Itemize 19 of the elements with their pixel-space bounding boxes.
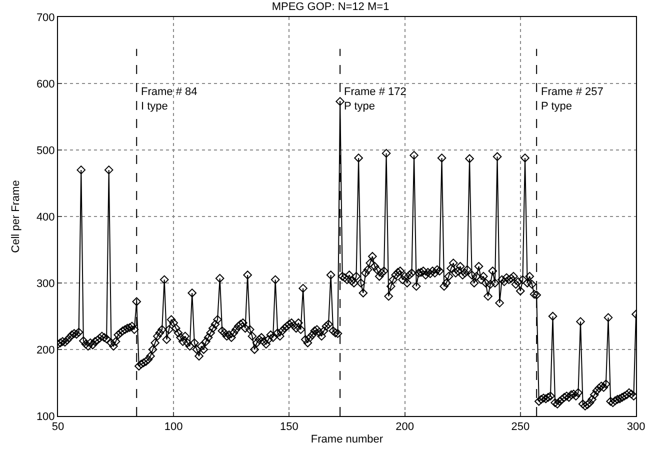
x-axis-title: Frame number [310,433,384,446]
ref-line-label: Frame # 84 I type [141,86,198,112]
x-tick-label: 100 [164,421,183,434]
x-tick-label: 150 [280,421,298,434]
ref-line-label: Frame # 257 P type [541,86,604,112]
x-tick-label: 250 [511,421,530,434]
x-tick-label: 200 [396,421,414,434]
x-tick-label: 300 [626,421,646,434]
y-tick-label: 400 [36,211,55,224]
y-tick-label: 200 [36,344,55,356]
y-tick-label: 300 [36,278,55,290]
chart-title: MPEG GOP: N=12 M=1 [272,0,390,13]
y-tick-label: 500 [36,144,55,157]
x-tick-label: 50 [52,421,64,434]
y-tick-label: 700 [36,12,55,24]
y-tick-label: 100 [36,410,55,423]
ref-line-label: Frame # 172 P type [344,86,406,112]
y-axis-title: Cell per Frame [10,180,22,253]
y-tick-label: 600 [36,78,55,90]
